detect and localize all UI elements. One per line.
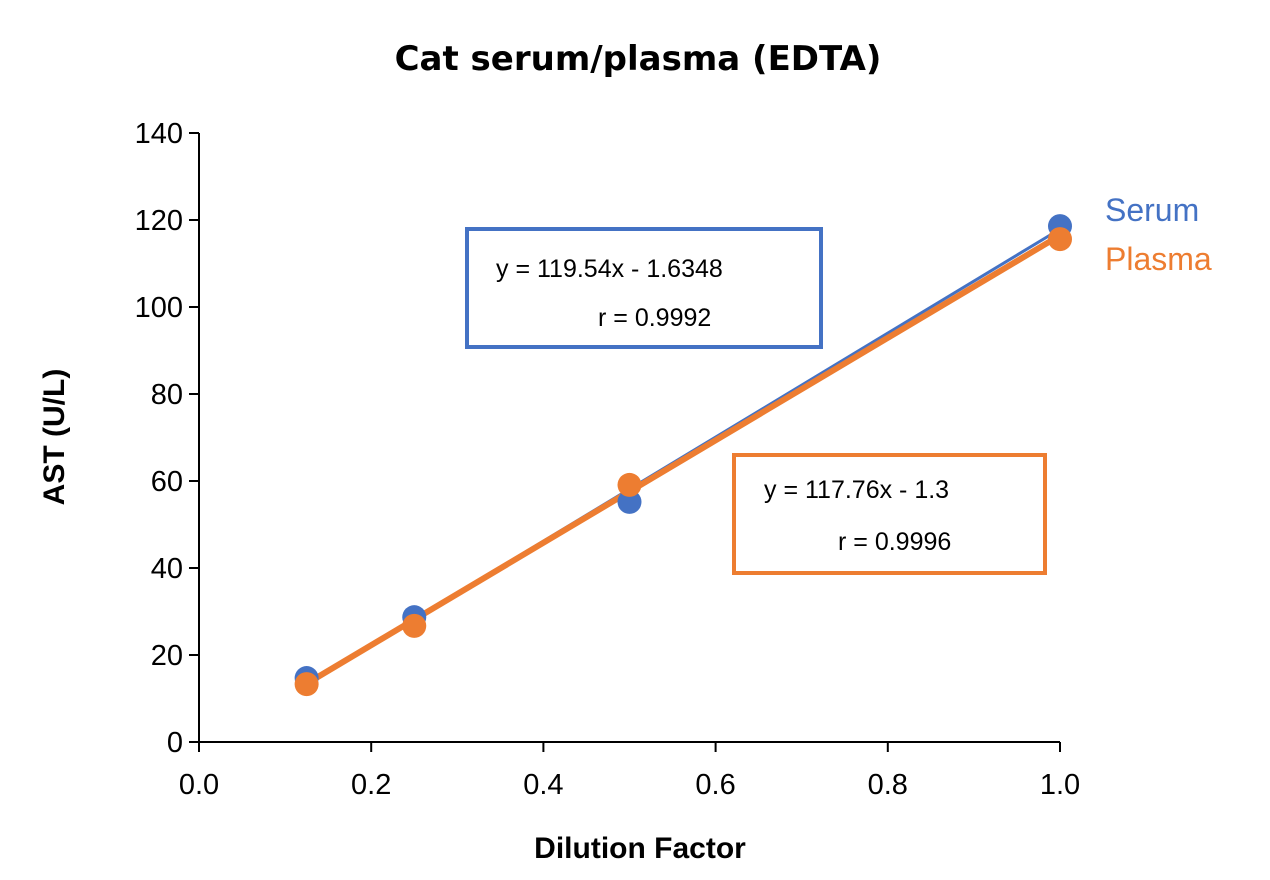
y-tick-label: 20 (151, 640, 183, 672)
plasma-point (402, 613, 427, 638)
plasma-equation-box (732, 453, 1047, 575)
x-tick-label: 0.6 (695, 769, 735, 801)
plasma-point (294, 672, 319, 697)
x-tick-label: 1.0 (1040, 769, 1080, 801)
y-tick-label: 100 (135, 292, 183, 324)
chart-title: Cat serum/plasma (EDTA) (395, 39, 882, 79)
y-tick-label: 0 (167, 727, 183, 759)
y-tick-label: 80 (151, 379, 183, 411)
x-tick-label: 0.8 (868, 769, 908, 801)
serum-r: r = 0.9992 (598, 304, 711, 332)
x-tick-label: 0.4 (523, 769, 563, 801)
y-axis-label: AST (U/L) (38, 369, 71, 506)
plasma-trendline (305, 232, 1062, 687)
plasma-equation: y = 117.76x - 1.3 (764, 476, 949, 504)
plasma-r: r = 0.9996 (838, 528, 951, 556)
y-tick-label: 120 (135, 205, 183, 237)
y-tick-label: 140 (135, 118, 183, 150)
x-tick-label: 0.0 (179, 769, 219, 801)
x-tick-label: 0.2 (351, 769, 391, 801)
serum-point (617, 489, 642, 514)
legend-serum: Serum (1105, 192, 1199, 228)
data-points (294, 214, 1072, 697)
axes: 0 20 40 60 80 100 120 140 0.0 0.2 0.4 0.6 0.8 1.0 (135, 118, 1081, 801)
y-tick-label: 40 (151, 553, 183, 585)
x-axis-label: Dilution Factor (534, 832, 746, 865)
serum-equation-box (465, 227, 823, 349)
trendlines (305, 227, 1062, 687)
legend-plasma: Plasma (1105, 241, 1212, 277)
plasma-point (1048, 227, 1072, 252)
plasma-point (617, 472, 642, 497)
y-tick-label: 60 (151, 466, 183, 498)
serum-equation: y = 119.54x - 1.6348 (496, 255, 723, 283)
